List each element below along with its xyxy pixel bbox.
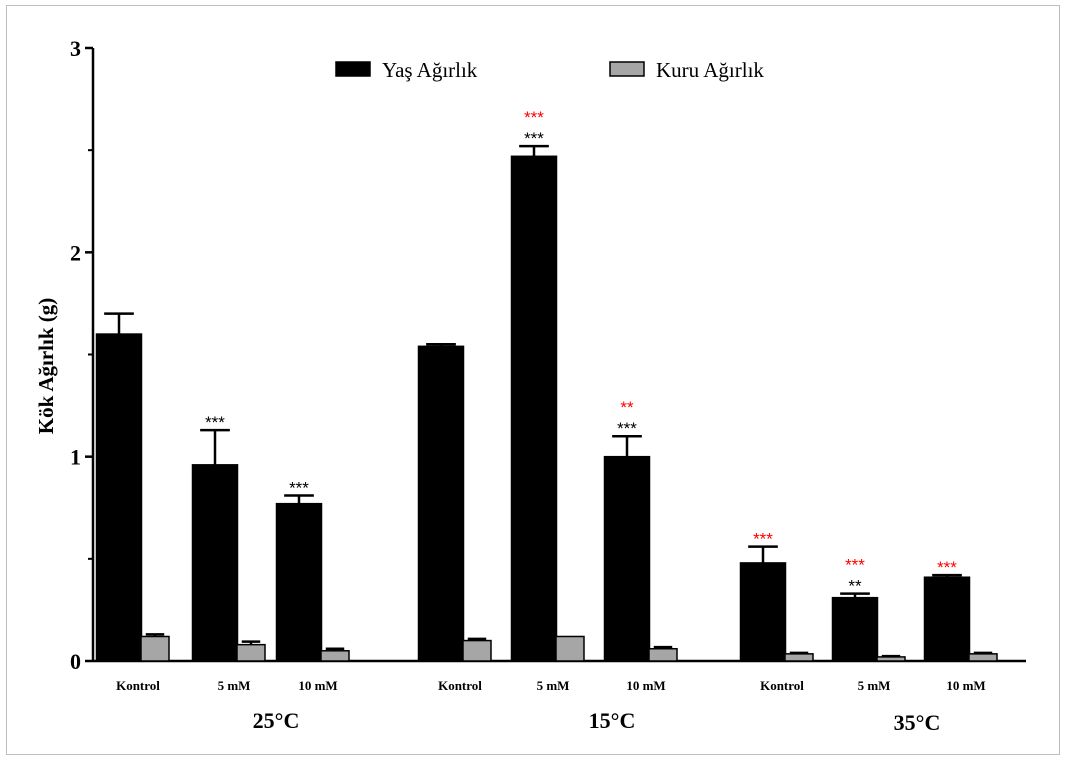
x-tick-label: Kontrol: [760, 678, 804, 693]
significance-red: ***: [845, 556, 865, 575]
bar-kuru-agirlik: [140, 635, 170, 662]
significance-black: ***: [289, 478, 309, 497]
y-tick-label: 1: [70, 445, 81, 470]
bar-kuru-agirlik: [968, 653, 998, 662]
bar-yas-agirlik: [923, 576, 971, 662]
bar-kuru-agirlik: [648, 647, 678, 662]
x-tick-label: Kontrol: [116, 678, 160, 693]
significance-black: **: [848, 577, 862, 596]
x-tick-label: 5 mM: [858, 678, 891, 693]
bar-yas-agirlik: [417, 345, 465, 662]
y-tick-label: 2: [70, 240, 81, 265]
bar-yas-agirlik: [603, 455, 651, 662]
bar-kuru-agirlik: [320, 650, 350, 662]
bars: [95, 144, 998, 662]
bar-kuru-agirlik: [236, 643, 266, 662]
significance-red: ***: [524, 108, 544, 127]
bar-kuru-agirlik: [876, 656, 906, 662]
significance-annotations: ************************* ***: [205, 108, 957, 595]
group-label: 15°C: [589, 708, 636, 733]
legend-item-yas-agirlik-label: Yaş Ağırlık: [382, 58, 478, 82]
y-tick-label: 0: [70, 649, 81, 674]
legend-item-kuru-agirlik-label: Kuru Ağırlık: [656, 58, 764, 82]
significance-black: ***: [617, 419, 637, 438]
x-tick-label: 10 mM: [298, 678, 337, 693]
significance-black: ***: [524, 129, 544, 148]
bar-yas-agirlik: [510, 155, 558, 662]
bar-yas-agirlik: [831, 596, 879, 662]
bar-yas-agirlik: [275, 502, 323, 662]
y-tick-label: 3: [70, 36, 81, 61]
significance-red: ***: [937, 558, 957, 577]
legend-item-yas-agirlik-swatch: [335, 61, 371, 77]
bar-yas-agirlik: [95, 333, 143, 662]
bar-kuru-agirlik: [555, 635, 585, 662]
y-axis-label: Kök Ağırlık (g): [34, 298, 58, 435]
group-label: 35°C: [894, 710, 941, 735]
x-tick-label: 10 mM: [626, 678, 665, 693]
bar-yas-agirlik: [191, 464, 239, 662]
significance-red: ***: [753, 530, 773, 549]
bar-kuru-agirlik: [462, 639, 492, 662]
significance-black: ***: [205, 413, 225, 432]
x-tick-label: 5 mM: [537, 678, 570, 693]
bar-kuru-agirlik: [784, 653, 814, 662]
x-tick-label: Kontrol: [438, 678, 482, 693]
legend-item-kuru-agirlik-swatch: [609, 61, 645, 77]
bar-yas-agirlik: [739, 562, 787, 662]
group-label: 25°C: [253, 708, 300, 733]
significance-red: **: [620, 398, 634, 417]
legend: Yaş Ağırlık Kuru Ağırlık: [335, 58, 764, 82]
x-tick-label: 10 mM: [946, 678, 985, 693]
x-tick-label: 5 mM: [218, 678, 251, 693]
